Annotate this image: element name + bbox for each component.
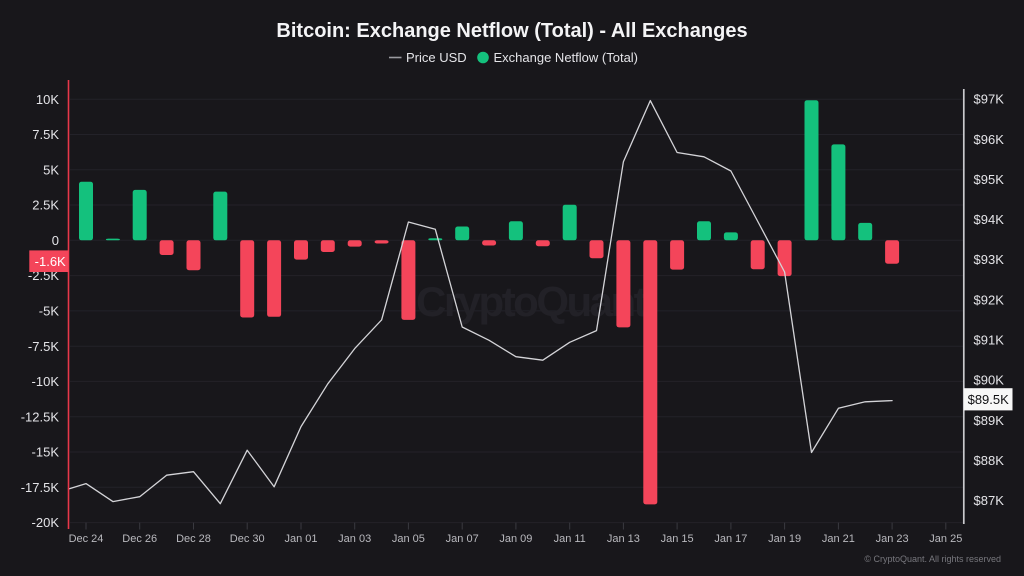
svg-text:-5K: -5K [39,304,60,319]
svg-text:Dec 26: Dec 26 [122,533,157,545]
svg-text:Jan 23: Jan 23 [876,533,909,545]
svg-text:0: 0 [52,233,59,248]
svg-text:Jan 05: Jan 05 [392,533,425,545]
svg-text:Jan 01: Jan 01 [284,533,317,545]
svg-text:Jan 11: Jan 11 [554,533,586,545]
svg-text:Jan 21: Jan 21 [822,533,855,545]
svg-text:Dec 28: Dec 28 [176,533,211,545]
svg-text:5K: 5K [43,162,59,177]
svg-text:Jan 25: Jan 25 [929,533,962,545]
svg-text:$95K: $95K [974,172,1005,187]
svg-text:7.5K: 7.5K [32,127,59,142]
svg-text:© CryptoQuant. All rights rese: © CryptoQuant. All rights reserved [864,554,1001,564]
svg-text:Jan 15: Jan 15 [661,533,694,545]
svg-text:Jan 13: Jan 13 [607,533,640,545]
svg-text:-7.5K: -7.5K [28,339,59,354]
svg-text:Jan 19: Jan 19 [768,533,801,545]
svg-text:$96K: $96K [974,132,1005,147]
svg-text:$91K: $91K [974,333,1005,348]
svg-text:Jan 09: Jan 09 [499,533,532,545]
svg-text:$97K: $97K [974,92,1005,107]
svg-text:$87K: $87K [974,493,1005,508]
svg-text:$94K: $94K [974,212,1005,227]
svg-text:Price USD: Price USD [406,50,467,65]
svg-text:Jan 07: Jan 07 [446,533,479,545]
svg-text:Bitcoin: Exchange Netflow (Tot: Bitcoin: Exchange Netflow (Total) - All … [276,20,747,42]
svg-text:-20K: -20K [32,515,60,530]
svg-text:Exchange Netflow (Total): Exchange Netflow (Total) [494,50,639,65]
svg-text:$90K: $90K [974,373,1005,388]
svg-text:-12.5K: -12.5K [21,409,60,424]
svg-text:$89.5K: $89.5K [968,392,1010,407]
svg-text:2.5K: 2.5K [32,198,59,213]
svg-text:$88K: $88K [974,453,1005,468]
svg-text:-17.5K: -17.5K [21,480,60,495]
svg-text:Dec 24: Dec 24 [69,533,104,545]
svg-text:Jan 17: Jan 17 [714,533,747,545]
svg-text:-1.6K: -1.6K [35,254,66,269]
svg-text:$89K: $89K [974,413,1005,428]
svg-text:$93K: $93K [974,252,1005,267]
svg-text:Dec 30: Dec 30 [230,533,265,545]
svg-text:-10K: -10K [32,374,60,389]
svg-text:Jan 03: Jan 03 [338,533,371,545]
svg-text:$92K: $92K [974,292,1005,307]
svg-text:10K: 10K [36,92,59,107]
svg-text:-15K: -15K [32,445,60,460]
